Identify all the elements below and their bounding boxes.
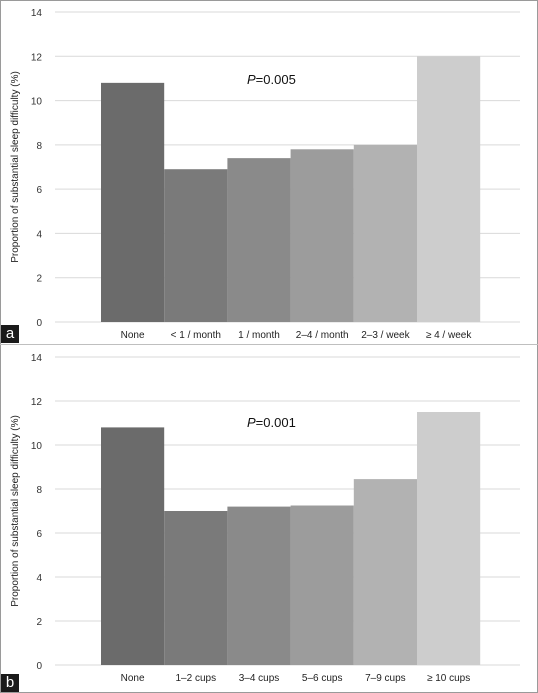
bar-5 [353, 144, 417, 322]
y-tick-label: 0 [36, 661, 42, 672]
y-tick-label: 2 [36, 274, 42, 285]
bar-1 [101, 82, 165, 322]
panel-label-b: b [1, 674, 19, 692]
y-tick-label: 14 [31, 353, 43, 364]
y-tick-label: 4 [36, 573, 42, 584]
bar-4 [290, 505, 354, 665]
y-tick-label: 2 [36, 617, 42, 628]
x-category-label: 5–6 cups [302, 673, 343, 684]
x-category-label: < 1 / month [171, 330, 221, 341]
p-symbol: P [247, 72, 256, 87]
y-tick-label: 8 [36, 485, 42, 496]
x-category-label: 3–4 cups [239, 673, 280, 684]
x-category-label: None [121, 673, 145, 684]
bar-5 [353, 479, 417, 665]
p-value: =0.001 [256, 415, 296, 430]
x-category-label: None [121, 330, 145, 341]
x-category-label: 1 / month [238, 330, 280, 341]
x-category-label: 1–2 cups [176, 673, 217, 684]
y-tick-label: 4 [36, 229, 42, 240]
bar-4 [290, 149, 354, 322]
bar-6 [417, 56, 481, 323]
bar-3 [227, 158, 291, 322]
y-tick-label: 10 [31, 441, 43, 452]
x-category-label: 2–3 / week [361, 330, 410, 341]
x-category-label: ≥ 10 cups [427, 673, 470, 684]
bar-3 [227, 506, 291, 665]
p-value-annotation: P=0.005 [247, 72, 296, 87]
y-tick-label: 14 [31, 8, 43, 19]
chart-panel-b: 0 2 4 6 8 10 12 14 Proportion of substantial sle… [10, 353, 520, 684]
y-axis-label: Proportion of substantial sleep difficul… [10, 415, 21, 607]
bar-1 [101, 427, 165, 665]
y-axis-label: Proportion of substantial sleep difficul… [10, 71, 21, 263]
bar-2 [164, 169, 228, 322]
bar-2 [164, 511, 228, 665]
y-tick-label: 0 [36, 318, 42, 329]
y-tick-label: 10 [31, 97, 43, 108]
y-tick-label: 12 [31, 397, 43, 408]
x-category-label: ≥ 4 / week [426, 330, 473, 341]
bar-6 [417, 412, 481, 665]
chart-panel-a: 0 2 4 6 8 10 12 14 Proportion of substantial sle… [10, 8, 520, 341]
y-tick-label: 6 [36, 185, 42, 196]
panel-label-a: a [1, 325, 19, 343]
p-symbol: P [247, 415, 256, 430]
x-category-label: 2–4 / month [296, 330, 349, 341]
y-tick-label: 6 [36, 529, 42, 540]
y-tick-label: 12 [31, 52, 43, 63]
y-tick-label: 8 [36, 141, 42, 152]
panel-divider [0, 344, 538, 345]
p-value: =0.005 [256, 72, 296, 87]
x-category-label: 7–9 cups [365, 673, 406, 684]
p-value-annotation: P=0.001 [247, 415, 296, 430]
